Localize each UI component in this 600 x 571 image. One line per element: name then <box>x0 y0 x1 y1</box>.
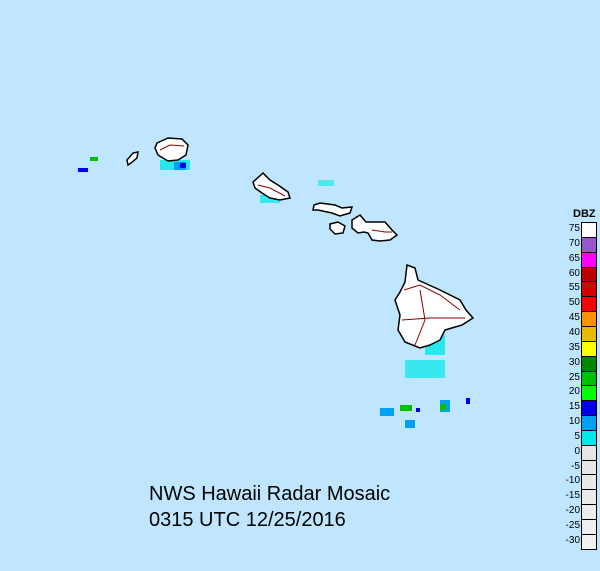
island-lanai <box>329 221 346 235</box>
legend-title: DBZ <box>573 208 596 220</box>
legend-label: 30 <box>568 356 580 368</box>
legend-label: -5 <box>571 460 580 472</box>
legend-entry: 10 <box>555 415 599 432</box>
legend-label: 25 <box>568 371 580 383</box>
legend-label: -15 <box>565 490 580 502</box>
legend-swatch <box>581 325 597 342</box>
legend-label: 55 <box>568 282 580 294</box>
legend-label: 70 <box>568 237 580 249</box>
legend-label: 15 <box>568 401 580 413</box>
roads <box>159 144 465 346</box>
legend-swatch <box>581 533 597 550</box>
legend-entry: -15 <box>555 489 599 506</box>
legend-entry: 60 <box>555 266 599 283</box>
legend-swatch <box>581 236 597 253</box>
legend-label: 0 <box>574 445 580 457</box>
legend-swatch <box>581 415 597 432</box>
legend-swatch <box>581 504 597 521</box>
legend-label: -25 <box>565 520 580 531</box>
legend-entry: 65 <box>555 251 599 268</box>
islands <box>126 137 475 349</box>
legend-label: 75 <box>568 223 580 234</box>
legend-entry: -20 <box>555 504 599 521</box>
island-molokai <box>312 202 354 217</box>
legend-swatch <box>581 251 597 268</box>
legend-entry: 5 <box>555 429 599 446</box>
legend-swatch <box>581 355 597 372</box>
legend-label: -20 <box>565 505 580 517</box>
legend-label: 20 <box>568 386 580 398</box>
legend-swatch <box>581 296 597 313</box>
legend-entry: -30 <box>555 533 599 550</box>
island-maui <box>351 214 399 242</box>
legend-swatch <box>581 281 597 298</box>
legend-swatch <box>581 474 597 491</box>
legend-swatch <box>581 311 597 328</box>
legend-swatch <box>581 370 597 387</box>
legend-entry: 75 <box>555 222 599 238</box>
legend-label: 35 <box>568 341 580 353</box>
legend-label: -10 <box>565 475 580 487</box>
legend-label: 10 <box>568 416 580 428</box>
legend-label: 45 <box>568 312 580 324</box>
legend-swatch <box>581 400 597 417</box>
legend-entry: -25 <box>555 519 599 535</box>
legend-swatch <box>581 385 597 402</box>
legend-entry: 55 <box>555 281 599 298</box>
legend-entry: 20 <box>555 385 599 402</box>
legend-label: 5 <box>574 430 580 442</box>
legend-swatch <box>581 340 597 357</box>
island-kauai <box>154 137 189 162</box>
legend-swatch <box>581 266 597 283</box>
legend-swatch <box>581 429 597 446</box>
legend-swatch <box>581 519 597 535</box>
legend-entry: 70 <box>555 236 599 253</box>
legend-label: -30 <box>565 534 580 546</box>
legend-label: 60 <box>568 267 580 279</box>
island-niihau <box>126 151 139 167</box>
legend-entry: 40 <box>555 325 599 342</box>
legend-swatch <box>581 222 597 238</box>
legend-entry: 35 <box>555 340 599 357</box>
legend-entry: -5 <box>555 459 599 476</box>
legend-swatch <box>581 459 597 476</box>
legend-swatch <box>581 444 597 461</box>
legend-entry: 15 <box>555 400 599 417</box>
radar-echoes <box>78 157 470 428</box>
legend-entry: -10 <box>555 474 599 491</box>
map-timestamp: 0315 UTC 12/25/2016 <box>149 509 346 531</box>
island-hawaii <box>394 263 475 349</box>
legend-entry: 25 <box>555 370 599 387</box>
legend-label: 65 <box>568 252 580 264</box>
legend-swatch <box>581 489 597 506</box>
legend-entry: 50 <box>555 296 599 313</box>
legend-entry: 0 <box>555 444 599 461</box>
legend-label: 40 <box>568 326 580 338</box>
legend-label: 50 <box>568 297 580 309</box>
map-title: NWS Hawaii Radar Mosaic <box>149 483 391 505</box>
legend-entry: 30 <box>555 355 599 372</box>
legend-entry: 45 <box>555 311 599 328</box>
